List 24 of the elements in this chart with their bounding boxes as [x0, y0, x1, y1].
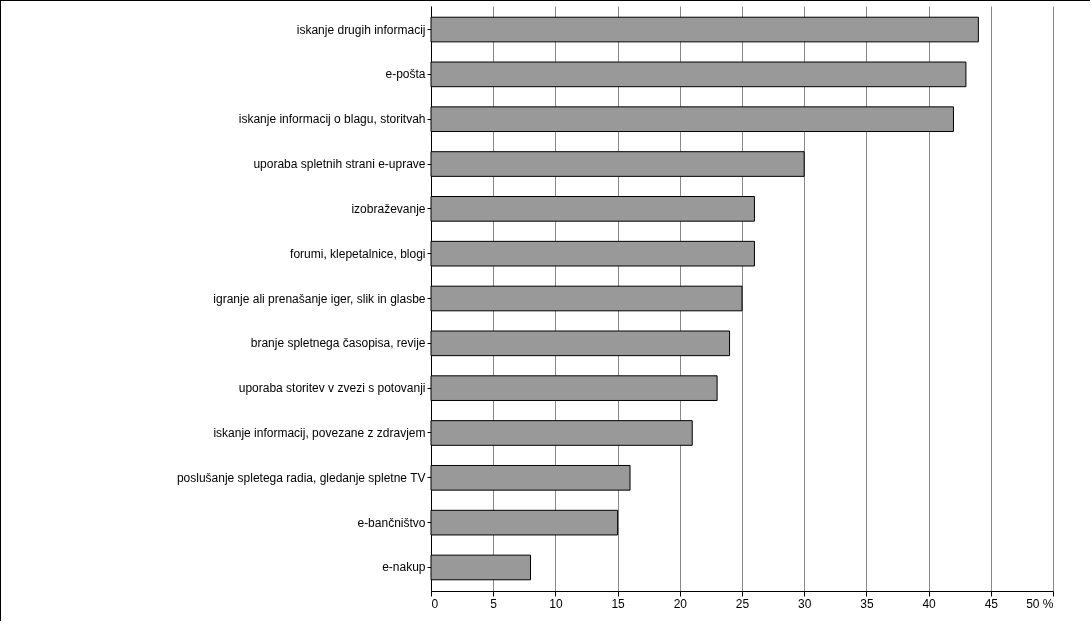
x-tick-label: 40 [922, 596, 937, 611]
y-tick-label: e-bančništvo [357, 515, 426, 530]
y-tick-label: uporaba storitev v zvezi s potovanji [238, 381, 426, 396]
x-tick-label: 20 [673, 596, 688, 611]
y-tick-label: izobraževanje [351, 201, 426, 216]
y-tick-label: branje spletnega časopisa, revije [250, 336, 426, 351]
y-tick-label: poslušanje spletega radia, gledanje spletne TV [176, 470, 426, 485]
x-tick-label: 35 [860, 596, 874, 611]
y-tick-label: iskanje informacij, povezane z zdravjem [213, 425, 426, 440]
y-tick-label: iskanje drugih informacij [296, 22, 426, 37]
x-tick-label: 15 [611, 596, 626, 611]
y-tick-label: uporaba spletnih strani e-uprave [253, 157, 426, 172]
y-tick-label: e-pošta [385, 67, 426, 82]
x-tick-label: 0 [431, 596, 439, 611]
y-tick-label: forumi, klepetalnice, blogi [290, 246, 426, 261]
x-tick-label: 25 [735, 596, 750, 611]
y-tick-label: igranje ali prenašanje iger, slik in glasbe [213, 291, 426, 306]
y-tick-label: e-nakup [382, 560, 426, 575]
x-tick-label: 10 [549, 596, 563, 611]
x-tick-label: 30 [798, 596, 812, 611]
x-tick-label: 5 [490, 596, 498, 611]
y-tick-label: iskanje informacij o blagu, storitvah [238, 112, 426, 127]
x-tick-label: 50 % [1026, 596, 1054, 611]
x-tick-label: 45 [984, 596, 999, 611]
